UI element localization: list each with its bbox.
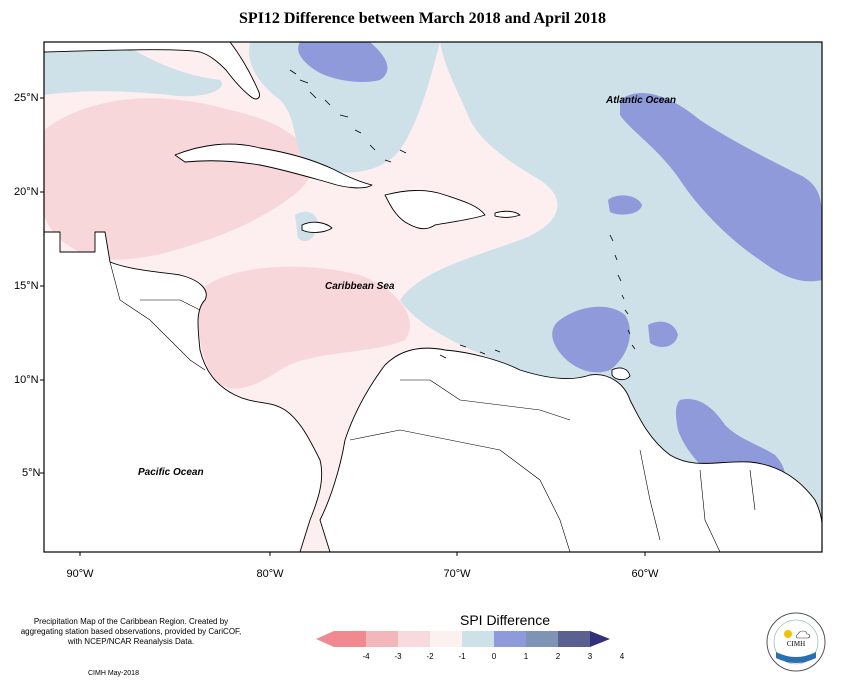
land-jamaica (301, 221, 333, 233)
sun-icon (784, 630, 792, 638)
legend-tick-label: -4 (362, 652, 370, 661)
label-pacific-ocean: Pacific Ocean (138, 467, 204, 478)
lat-label: 20°N (14, 186, 39, 198)
island-outlines (289, 69, 636, 359)
lat-label: 15°N (14, 280, 39, 292)
map-credit: CIMH May-2018 (88, 670, 139, 677)
logo-text: CIMH (787, 640, 805, 648)
legend-tick-label: 2 (555, 652, 561, 661)
legend-tick-label: -3 (394, 652, 402, 661)
lat-label: 25°N (14, 92, 39, 104)
strong-positive-antilles (552, 306, 630, 373)
positive-anomaly-bahamas (249, 42, 440, 173)
label-atlantic-ocean: Atlantic Ocean (606, 95, 677, 106)
map-title: SPI12 Difference between March 2018 and … (239, 10, 606, 27)
legend-tick-label: 4 (619, 652, 625, 661)
strong-positive-small-2 (648, 321, 678, 347)
legend-tick-label: 1 (523, 652, 529, 661)
strong-positive-bahamas (298, 42, 388, 82)
label-caribbean-sea: Caribbean Sea (325, 281, 395, 292)
negative-anomaly-west (44, 98, 312, 260)
legend-tick-label: -2 (426, 652, 434, 661)
strong-positive-atlantic (620, 92, 822, 282)
map-frame (43, 41, 823, 553)
land-trinidad (611, 367, 631, 381)
cimh-logo: CIMH (766, 612, 826, 672)
legend-swatch (526, 631, 558, 647)
legend-swatch (494, 631, 526, 647)
legend-swatch (334, 631, 366, 647)
land-cuba (174, 143, 373, 189)
legend-tick-label: -1 (458, 652, 466, 661)
legend-arrow-left (316, 631, 334, 647)
land-florida (44, 42, 260, 100)
country-borders (109, 261, 756, 552)
legend-swatch (366, 631, 398, 647)
lon-label: 90°W (66, 568, 94, 580)
negative-anomaly-central (198, 266, 410, 389)
lon-label: 80°W (256, 568, 284, 580)
lat-label: 10°N (14, 374, 39, 386)
legend-swatch (462, 631, 494, 647)
legend-arrow-right (590, 631, 610, 647)
legend-swatch (558, 631, 590, 647)
axis-ticks (40, 97, 646, 556)
lat-label: 5°N (22, 467, 41, 479)
legend-title: SPI Difference (459, 612, 550, 628)
lon-label: 70°W (443, 568, 471, 580)
water-icon (776, 652, 816, 663)
map-caption: Precipitation Map of the Caribbean Regio… (20, 617, 242, 646)
lon-label: 60°W (631, 568, 659, 580)
legend-swatch (398, 631, 430, 647)
land-central-america (44, 231, 323, 552)
cloud-icon (796, 630, 811, 639)
land-south-america (319, 347, 822, 552)
legend-tick-label: 3 (587, 652, 593, 661)
legend-swatch (430, 631, 462, 647)
legend-colorbar (316, 631, 610, 647)
land-puerto-rico (494, 210, 521, 218)
positive-anomaly-gulf (44, 42, 222, 97)
land-hispaniola (384, 190, 486, 230)
legend-tick-label: 0 (491, 652, 497, 661)
strong-positive-small-1 (608, 195, 642, 215)
